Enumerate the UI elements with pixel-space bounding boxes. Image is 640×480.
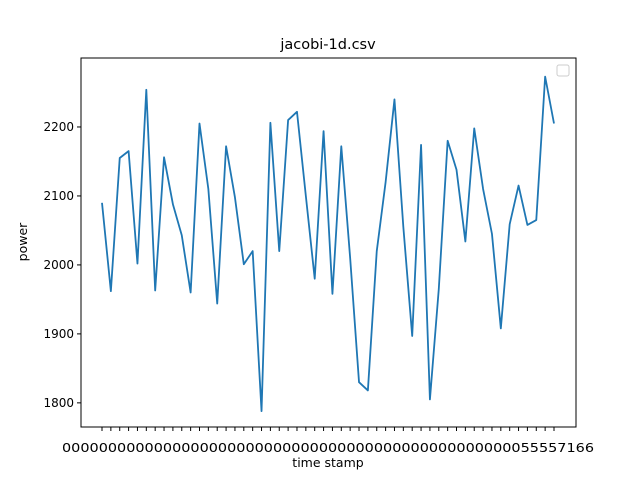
data-point [340,145,342,147]
data-point [119,157,121,159]
data-point [411,335,413,337]
data-point [136,263,138,265]
data-point [261,410,263,412]
y-tick-label: 1800 [43,396,74,410]
data-point [447,140,449,142]
data-point [376,250,378,252]
data-point [287,119,289,121]
data-point [420,144,422,146]
data-point [243,263,245,265]
data-point [358,381,360,383]
data-point [314,278,316,280]
data-point [216,303,218,305]
data-point [526,224,528,226]
data-point [198,123,200,125]
data-point [464,240,466,242]
data-point [385,181,387,183]
y-tick-label: 2200 [43,120,74,134]
y-axis-label: power [15,222,30,261]
data-point [482,188,484,190]
data-point [473,127,475,129]
data-point [349,257,351,259]
data-point [429,398,431,400]
data-point [544,76,546,78]
series-line [101,75,555,413]
data-point [128,150,130,152]
data-point [438,288,440,290]
data-point [172,203,174,205]
data-point [181,234,183,236]
x-axis-label: time stamp [292,455,363,470]
data-point [393,98,395,100]
data-point [145,89,147,91]
data-point [163,156,165,158]
data-point [252,250,254,252]
data-point [305,195,307,197]
data-point [296,111,298,113]
data-point [402,226,404,228]
y-tick-label: 2000 [43,258,74,272]
y-axis: 1800 1900 2000 2100 2200 [43,120,81,410]
data-point [190,292,192,294]
legend-box [556,64,570,77]
plot-area [80,57,577,428]
data-point [367,389,369,391]
x-axis [101,427,555,431]
y-tick-label: 1900 [43,327,74,341]
chart-title: jacobi-1d.csv [279,37,376,53]
data-point [323,130,325,132]
data-point [518,185,520,187]
data-point [456,169,458,171]
data-point [110,290,112,292]
data-point [509,223,511,225]
data-point [101,202,103,204]
data-point [154,289,156,291]
data-point [553,123,555,125]
data-point [269,122,271,124]
data-point [234,196,236,198]
data-point [331,293,333,295]
data-point [500,327,502,329]
data-points [101,76,555,413]
data-point [225,145,227,147]
y-tick-label: 2100 [43,189,74,203]
data-point [491,233,493,235]
data-point [535,219,537,221]
x-tick-labels: 0000000000000000000000000000000000000000… [62,441,594,455]
data-point [278,250,280,252]
data-point [207,188,209,190]
